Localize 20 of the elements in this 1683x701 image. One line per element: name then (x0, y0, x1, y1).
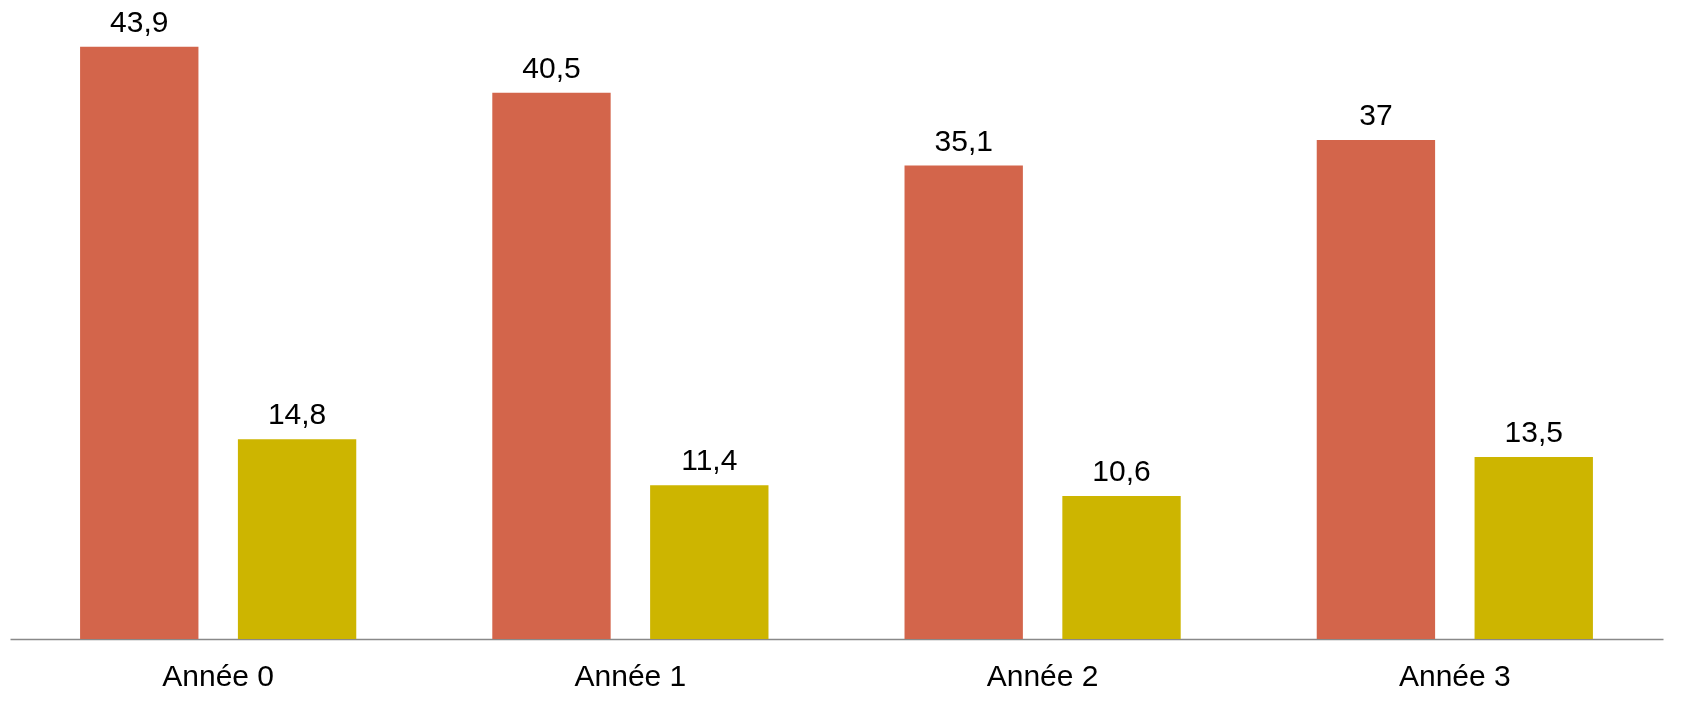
data-label: 40,5 (522, 50, 581, 84)
bar (492, 92, 611, 639)
x-tick-label: Année 0 (162, 658, 275, 692)
data-label: 10,6 (1092, 454, 1151, 488)
data-label: 14,8 (267, 397, 327, 431)
data-label: 13,5 (1504, 414, 1563, 448)
bar (904, 165, 1023, 639)
data-label: 11,4 (681, 443, 738, 477)
bar (1316, 139, 1436, 639)
bar (650, 485, 769, 639)
bar (1062, 496, 1181, 639)
bar (237, 439, 357, 639)
data-label: 35,1 (934, 123, 993, 157)
bar (80, 46, 199, 639)
x-tick-label: Année 3 (1398, 658, 1511, 692)
bar (1474, 456, 1593, 639)
x-tick-label: Année 2 (986, 658, 1099, 692)
x-tick-label: Année 1 (574, 658, 687, 692)
data-label: 43,9 (110, 4, 169, 38)
data-label: 37 (1359, 97, 1393, 131)
